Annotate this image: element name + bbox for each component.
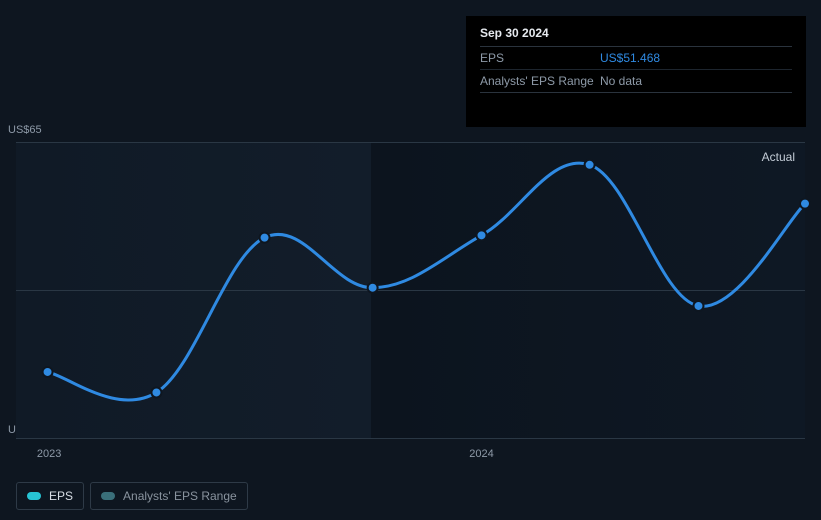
x-axis: 2023 2024: [16, 448, 805, 468]
tooltip-value: US$51.468: [600, 51, 660, 65]
eps-chart: Actual: [16, 142, 805, 438]
legend-swatch-icon: [101, 492, 115, 500]
data-point[interactable]: [368, 283, 378, 293]
legend-swatch-icon: [27, 492, 41, 500]
y-tick-label-top: US$65: [8, 124, 42, 136]
data-point[interactable]: [43, 367, 53, 377]
tooltip-title: Sep 30 2024: [480, 26, 792, 47]
tooltip-key: EPS: [480, 51, 600, 65]
tooltip: Sep 30 2024 EPS US$51.468 Analysts' EPS …: [466, 16, 806, 127]
data-point[interactable]: [260, 233, 270, 243]
tooltip-key: Analysts' EPS Range: [480, 74, 600, 88]
data-point[interactable]: [800, 199, 810, 209]
data-point[interactable]: [693, 301, 703, 311]
tooltip-row-range: Analysts' EPS Range No data: [480, 70, 792, 93]
legend-label: EPS: [49, 489, 73, 503]
gridline: [16, 438, 805, 439]
legend-item-eps[interactable]: EPS: [16, 482, 84, 510]
x-tick-2024: 2024: [469, 448, 493, 460]
data-point[interactable]: [477, 230, 487, 240]
tooltip-value: No data: [600, 74, 642, 88]
eps-line-series: [16, 142, 805, 438]
legend-label: Analysts' EPS Range: [123, 489, 237, 503]
data-point[interactable]: [585, 160, 595, 170]
data-point[interactable]: [151, 387, 161, 397]
x-tick-2023: 2023: [37, 448, 61, 460]
tooltip-row-eps: EPS US$51.468: [480, 47, 792, 70]
legend: EPS Analysts' EPS Range: [16, 482, 248, 510]
legend-item-analysts-range[interactable]: Analysts' EPS Range: [90, 482, 248, 510]
